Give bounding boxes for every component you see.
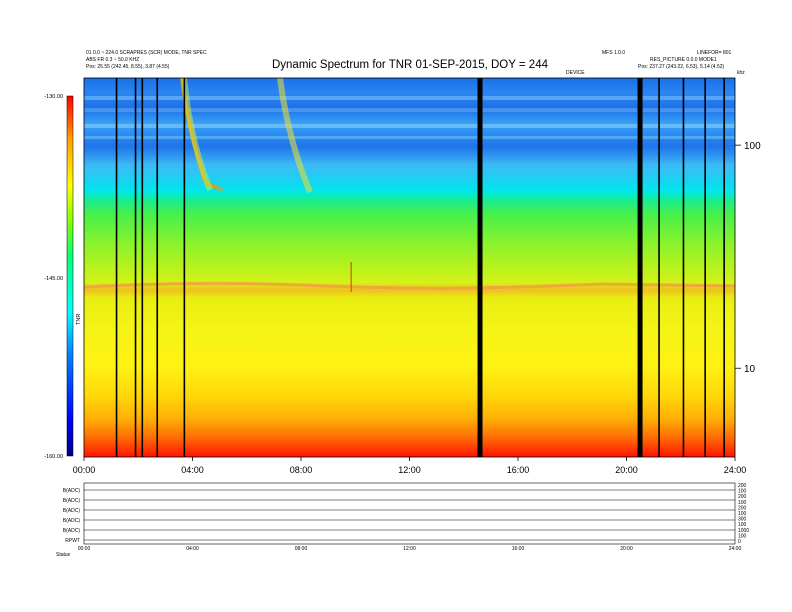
colorbar-tick-top: -130.00 (44, 94, 63, 100)
bottom-right-tick-9: 100 (738, 533, 747, 539)
right-axis-label-100: 100 (744, 141, 761, 152)
x-tick-label-4: 16:00 (507, 465, 530, 475)
bottom-right-tick-6: 300 (738, 517, 747, 523)
header-right-line-2: LINEFOR= 801 (697, 50, 732, 56)
header-left-line-1: 01 0.0 ~ 224.0 SCRAPRES (SCR) MODE, TNR … (86, 50, 207, 56)
bottom-time-tick-2: 08:00 (295, 546, 308, 552)
right-axis: 100 10 (735, 141, 761, 375)
chart-title: Dynamic Spectrum for TNR 01-SEP-2015, DO… (272, 59, 549, 71)
bottom-panel-rows: B(ADC) B(ADC) B(ADC) B(ADC) B(ADC) RPWT (63, 488, 735, 544)
spectrogram-stripe-1 (84, 96, 735, 100)
bottom-time-tick-0: 00:00 (78, 546, 91, 552)
bottom-time-tick-4: 16:00 (512, 546, 525, 552)
spectrogram-burst-2 (277, 78, 313, 194)
bottom-row-label-1: B(ADC) (63, 498, 81, 504)
spectrogram-stripe-2 (84, 108, 735, 112)
bottom-right-tick-8: 1000 (738, 528, 749, 534)
header-right-line-1: MFS 1.0.0 (602, 50, 625, 56)
header-left-line-3: Pos: 25.55 (242.45, 8.55), 3.87 (4.55) (86, 64, 170, 70)
bottom-right-tick-3: 100 (738, 500, 747, 506)
bottom-right-tick-0: 200 (738, 483, 747, 489)
bottom-row-label-0: B(ADC) (63, 488, 81, 494)
bottom-panel-time-ticks: 00:00 04:00 08:00 12:00 16:00 20:00 24:00 (78, 546, 742, 552)
bottom-time-tick-6: 24:00 (729, 546, 742, 552)
colorbar-label: TNR (76, 314, 82, 325)
bottom-row-label-3: B(ADC) (63, 518, 81, 524)
x-tick-label-6: 24:00 (724, 465, 747, 475)
bottom-panel: B(ADC)B(ADC)B(ADC)B(ADC)B(ADC)RPWT 20010… (56, 482, 749, 558)
x-tick-label-1: 04:00 (181, 465, 204, 475)
bottom-time-tick-5: 20:00 (620, 546, 633, 552)
spectrogram-background (84, 78, 735, 457)
spectrogram-stripe-3 (84, 124, 735, 128)
bottom-right-tick-4: 200 (738, 505, 747, 511)
header-khz-label: khz (737, 70, 745, 76)
x-tick-label-3: 12:00 (398, 465, 421, 475)
x-tick-label-0: 00:00 (73, 465, 96, 475)
bottom-right-tick-5: 100 (738, 511, 747, 517)
bottom-row-label-4: B(ADC) (63, 528, 81, 534)
x-axis: 00:00 04:00 08:00 12:00 16:00 20:00 24:00 (73, 457, 747, 475)
bottom-right-tick-2: 200 (738, 494, 747, 500)
spectrogram-stripe-4 (84, 136, 735, 139)
bottom-right-tick-10: 0 (738, 539, 741, 545)
header-right-line-3: RES_PICTURE 0.0.0 MODE1 (650, 57, 717, 63)
spectrogram-burst-1-halo (181, 78, 213, 192)
bottom-row-label-5: RPWT (65, 538, 80, 544)
colorbar-tick-mid: -145.00 (44, 276, 63, 282)
bottom-panel-frame (83, 482, 736, 545)
bottom-time-tick-1: 04:00 (186, 546, 199, 552)
header-center-small: DEVICE (566, 70, 585, 76)
x-tick-label-2: 08:00 (290, 465, 313, 475)
bottom-right-tick-7: 100 (738, 522, 747, 528)
bottom-right-tick-1: 100 (738, 489, 747, 495)
bottom-time-tick-3: 12:00 (403, 546, 416, 552)
colorbar (66, 95, 74, 457)
spectrogram (84, 78, 735, 457)
header-left-line-2: ABS FR 0.3 ~ 50.0 KHZ (86, 57, 139, 63)
bottom-row-label-2: B(ADC) (63, 508, 81, 514)
header-right-line-4: Pos: 237.27 (243.22, 6.53), 5.14 (4.52) (638, 64, 725, 70)
bottom-panel-footer: Status (56, 552, 71, 558)
spectrogram-noise-band (84, 281, 735, 290)
colorbar-tick-bottom: -160.00 (44, 454, 63, 460)
right-axis-label-10: 10 (744, 364, 756, 375)
data-gaps (115, 78, 725, 457)
x-tick-label-5: 20:00 (615, 465, 638, 475)
